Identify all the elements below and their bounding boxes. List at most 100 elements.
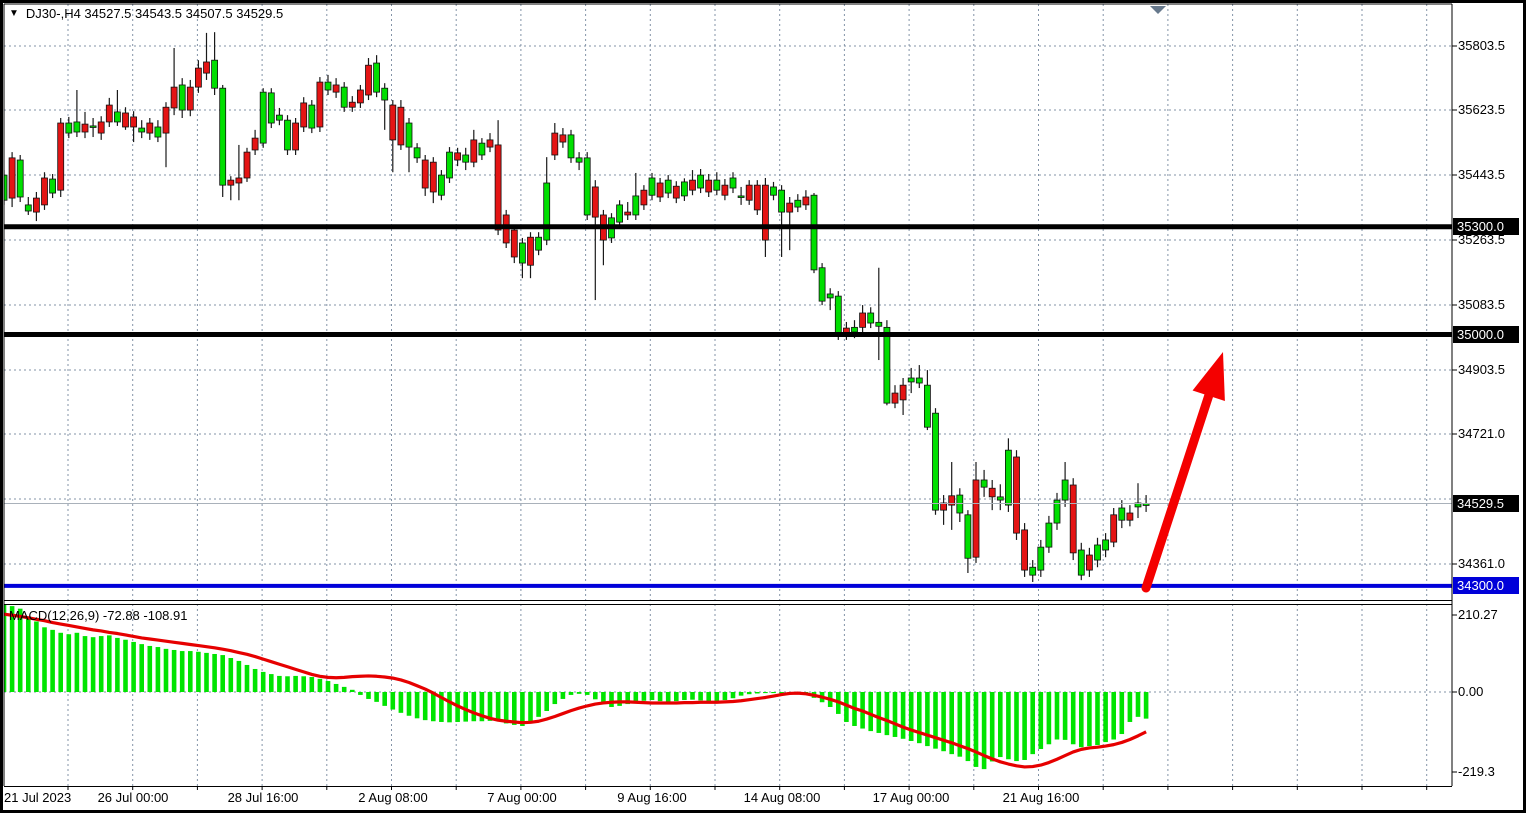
macd-histogram-bar xyxy=(341,686,347,692)
macd-histogram-bar xyxy=(601,692,606,705)
macd-histogram-bar xyxy=(382,692,387,706)
bull-candle-body xyxy=(956,494,964,514)
macd-histogram-bar xyxy=(1062,692,1068,740)
macd-histogram-bar xyxy=(366,692,371,699)
macd-histogram-bar xyxy=(447,692,452,723)
symbol-dropdown-icon[interactable]: ▼ xyxy=(9,8,19,19)
bull-candle-body xyxy=(535,236,542,251)
macd-histogram-bar xyxy=(260,671,266,692)
macd-histogram-bar xyxy=(66,634,72,692)
bull-candle-body xyxy=(1094,544,1101,561)
macd-histogram-bar xyxy=(1103,692,1108,743)
macd-histogram-bar xyxy=(657,692,663,702)
trend-arrow-head[interactable] xyxy=(1192,352,1225,402)
bull-candle-body xyxy=(437,174,445,196)
time-tick-label: 21 Aug 16:00 xyxy=(1002,790,1080,805)
bear-candle-body xyxy=(591,186,599,218)
bear-candle-body xyxy=(988,487,996,498)
bull-candle-body xyxy=(875,321,883,327)
bear-candle-body xyxy=(527,236,534,266)
macd-histogram-bar xyxy=(439,692,444,722)
macd-tick-label: -219.3 xyxy=(1458,764,1495,779)
bear-candle-body xyxy=(97,121,105,134)
bear-candle-body xyxy=(57,122,65,191)
macd-histogram-bar xyxy=(139,644,144,692)
price-tick-label: 34361.0 xyxy=(1458,556,1505,571)
macd-histogram-bar xyxy=(1070,692,1076,745)
time-tick-label: 14 Aug 08:00 xyxy=(743,790,821,805)
macd-histogram-bar xyxy=(1079,692,1084,748)
time-tick-label: 21 Jul 2023 xyxy=(4,790,72,805)
macd-histogram-bar xyxy=(252,668,258,692)
macd-histogram-bar xyxy=(1119,692,1125,735)
bear-candle-body xyxy=(1069,484,1077,554)
bull-candle-body xyxy=(575,157,583,163)
bear-candle-body xyxy=(316,81,324,128)
bull-candle-body xyxy=(462,154,470,163)
bull-candle-body xyxy=(996,496,1004,501)
macd-histogram-bar xyxy=(301,676,306,692)
price-badge-35300.0: 35300.0 xyxy=(1453,218,1519,236)
bull-candle-body xyxy=(89,125,97,128)
bull-candle-body xyxy=(1037,546,1045,571)
bull-candle-body xyxy=(1029,566,1037,576)
macd-histogram-bar xyxy=(398,692,404,713)
bull-candle-body xyxy=(867,312,875,324)
macd-indicator-label: MACD(12,26,9) -72.88 -108.91 xyxy=(9,608,188,623)
chart-shift-icon[interactable] xyxy=(1150,6,1166,14)
bear-candle-body xyxy=(300,102,308,128)
bear-candle-body xyxy=(551,132,559,156)
bear-candle-body xyxy=(1021,529,1028,571)
macd-histogram-bar xyxy=(933,692,938,749)
macd-histogram-bar xyxy=(722,692,728,701)
macd-histogram-bar xyxy=(358,692,363,695)
bear-candle-body xyxy=(235,177,243,184)
bear-candle-body xyxy=(356,89,364,104)
bull-candle-body xyxy=(49,178,56,194)
bull-candle-body xyxy=(65,122,73,134)
macd-histogram-bar xyxy=(714,692,720,702)
macd-histogram-bar xyxy=(738,692,744,696)
macd-histogram-bar xyxy=(4,604,7,692)
macd-histogram-bar xyxy=(212,653,217,692)
bull-candle-body xyxy=(713,179,721,191)
bear-candle-body xyxy=(624,211,632,216)
macd-histogram-bar xyxy=(414,692,420,719)
macd-histogram-bar xyxy=(1143,692,1149,719)
bear-candle-body xyxy=(859,312,866,328)
macd-histogram-bar xyxy=(350,689,355,692)
macd-histogram-bar xyxy=(17,608,23,692)
bear-candle-body xyxy=(1086,554,1093,571)
macd-histogram-bar xyxy=(528,692,533,724)
bull-candle-body xyxy=(883,326,891,404)
price-badge-34300.0: 34300.0 xyxy=(1453,577,1519,595)
bull-candle-body xyxy=(567,134,575,159)
bear-candle-body xyxy=(972,479,980,558)
bear-candle-body xyxy=(429,161,437,193)
bear-candle-body xyxy=(170,86,178,109)
macd-histogram-bar xyxy=(471,692,477,722)
bull-candle-body xyxy=(284,119,291,151)
bear-candle-body xyxy=(940,502,947,511)
macd-histogram-bar xyxy=(220,655,225,692)
bull-candle-body xyxy=(446,151,453,179)
trend-arrow-shaft[interactable] xyxy=(1141,385,1216,593)
macd-histogram-bar xyxy=(868,692,873,732)
macd-histogram-bar xyxy=(925,692,930,747)
macd-histogram-bar xyxy=(390,692,396,710)
price-tick-label: 35263.5 xyxy=(1458,232,1505,247)
bull-candle-body xyxy=(478,142,486,156)
bull-candle-body xyxy=(834,295,842,336)
macd-histogram-bar xyxy=(204,652,209,692)
macd-histogram-bar xyxy=(131,641,136,692)
bull-candle-body xyxy=(154,126,162,138)
bull-candle-body xyxy=(114,111,121,123)
bear-candle-body xyxy=(203,61,210,74)
bull-candle-body xyxy=(373,62,381,93)
bear-candle-body xyxy=(292,122,300,151)
macd-histogram-bar xyxy=(325,681,331,692)
macd-histogram-bar xyxy=(917,692,922,744)
time-tick-label: 17 Aug 00:00 xyxy=(872,790,950,805)
macd-histogram-bar xyxy=(26,617,31,692)
